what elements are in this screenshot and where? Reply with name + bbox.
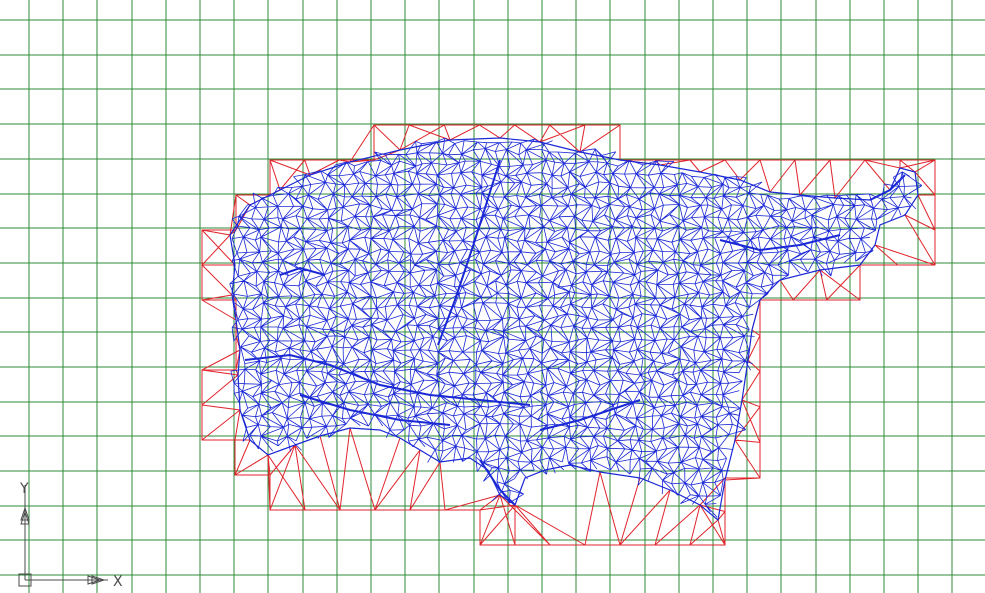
mesh-breakline — [539, 399, 641, 431]
ucs-icon: Y X — [18, 481, 123, 590]
ucs-y-arrow-outline-icon — [20, 510, 30, 525]
mesh-edges — [229, 137, 923, 518]
ucs-y-arrow-icon — [20, 506, 30, 521]
mesh-breakline — [719, 234, 841, 252]
mesh-breakline — [299, 394, 451, 426]
mesh-breakline — [244, 353, 531, 406]
mesh-breakline — [479, 459, 516, 506]
ucs-x-arrow-outline-icon — [87, 575, 102, 585]
tin-surface-mesh — [229, 137, 923, 522]
ucs-x-label: X — [113, 574, 123, 590]
ucs-y-label: Y — [19, 481, 29, 497]
mesh-breakline — [437, 159, 501, 346]
ucs-origin-box-icon — [18, 573, 32, 587]
mesh-breakline — [279, 266, 326, 276]
mesh-outline — [229, 137, 919, 522]
ucs-x-arrow-icon — [91, 575, 106, 585]
